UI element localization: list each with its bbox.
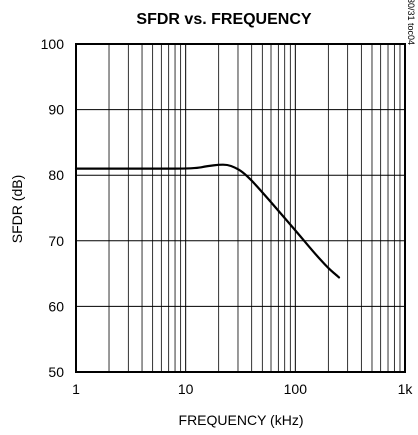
plot-frame bbox=[75, 43, 406, 373]
x-axis-label: FREQUENCY (kHz) bbox=[179, 412, 304, 428]
y-tick-label: 70 bbox=[48, 233, 64, 249]
minor-gridlines bbox=[108, 44, 401, 372]
y-tick-label: 50 bbox=[48, 364, 64, 380]
x-tick-labels: 1 10 100 1k bbox=[72, 381, 413, 397]
x-tick-label: 10 bbox=[178, 381, 194, 397]
y-tick-labels: 50 60 70 80 90 100 bbox=[41, 36, 65, 380]
major-gridlines bbox=[75, 43, 406, 373]
x-tick-label: 1k bbox=[398, 381, 414, 397]
series-lines bbox=[74, 163, 341, 279]
figure-id-label: MAX1027/30/31 toc04 bbox=[406, 0, 416, 45]
y-tick-label: 60 bbox=[48, 298, 64, 314]
chart-title: SFDR vs. FREQUENCY bbox=[136, 11, 311, 28]
y-axis-label: SFDR (dB) bbox=[9, 175, 25, 243]
x-tick-label: 1 bbox=[72, 381, 80, 397]
y-tick-label: 100 bbox=[41, 36, 65, 52]
y-tick-label: 90 bbox=[48, 102, 64, 118]
y-tick-label: 80 bbox=[48, 167, 64, 183]
x-tick-label: 100 bbox=[284, 381, 308, 397]
sfdr-curve bbox=[74, 163, 341, 279]
